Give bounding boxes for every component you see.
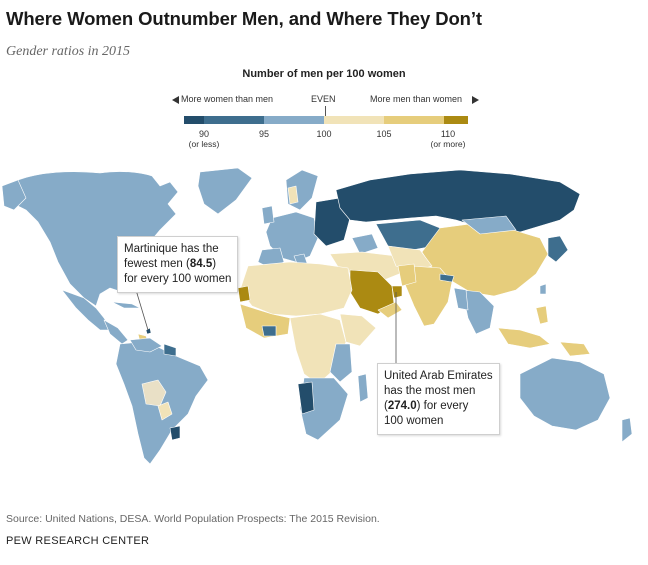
region-uk [261,205,275,225]
region-venezuela [129,337,163,353]
legend-tick-105: 105 [376,129,392,139]
legend-right-label: More men than women [370,94,463,104]
chart-title: Where Women Outnumber Men, and Where The… [6,8,482,29]
legend-tick-90: 90 (or less) [188,129,220,149]
legend-center-label: EVEN [311,94,336,104]
region-namibia [297,381,315,415]
region-indonesia [497,327,551,349]
region-southeast-asia [461,289,495,335]
region-guiana [163,343,177,357]
legend-swatch-6 [444,116,468,124]
region-australia [519,357,611,431]
martinique-leader-line [135,289,149,331]
region-uruguay [169,425,181,441]
region-uae [391,285,403,299]
region-russia [335,169,581,233]
region-myanmar [453,287,469,311]
chart-subtitle: Gender ratios in 2015 [6,44,131,59]
region-nepal [439,273,455,283]
legend-swatch-1 [184,116,204,124]
legend-swatch-5 [384,116,444,124]
region-north-africa [239,261,353,317]
region-western-sahara [237,285,251,303]
region-pakistan [397,263,417,287]
legend-tick-100: 100 [316,129,332,139]
region-korea-japan [547,235,569,263]
arrow-left-icon [172,96,179,104]
region-gulf-of-guinea [261,325,277,337]
legend-swatch-4 [324,116,384,124]
martinique-value: 84.5 [189,258,213,270]
even-marker [325,106,326,116]
region-horn-of-africa [339,313,377,347]
legend-swatch-2 [204,116,264,124]
region-martinique [145,327,152,335]
region-philippines [535,305,549,325]
callout-martinique: Martinique has the fewest men (84.5) for… [117,236,239,293]
region-new-zealand [621,417,633,443]
region-finland-sweden [287,185,299,205]
legend-left-label: More women than men [181,94,274,104]
region-west-africa [239,303,291,339]
region-caucasus [351,233,379,255]
region-bolivia [141,379,167,407]
legend-tick-110: 110 (or more) [430,129,466,149]
region-papua [559,341,591,357]
brand-logo: PEW RESEARCH CENTER [6,535,150,547]
region-madagascar [357,373,369,403]
world-map [1,167,633,465]
uae-value: 274.0 [387,400,417,412]
region-east-africa [329,343,353,383]
region-mongolia [461,215,517,235]
legend-swatch-3 [264,116,324,124]
legend-tick-95: 95 [258,129,269,139]
region-taiwan [539,283,547,295]
arrow-right-icon [472,96,479,104]
region-south-america [115,341,209,465]
region-alaska [1,179,27,211]
region-paraguay [157,401,173,421]
source-note: Source: United Nations, DESA. World Popu… [6,513,380,525]
region-cuba [111,301,141,309]
region-greenland [197,167,253,215]
region-central-america [103,319,129,345]
legend-title: Number of men per 100 women [242,68,406,80]
callout-uae: United Arab Emirates has the most men (2… [377,363,500,435]
